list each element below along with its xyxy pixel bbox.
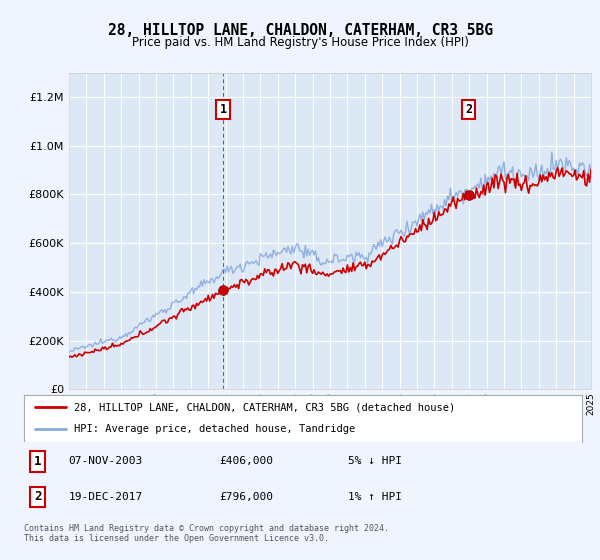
- Text: 28, HILLTOP LANE, CHALDON, CATERHAM, CR3 5BG (detached house): 28, HILLTOP LANE, CHALDON, CATERHAM, CR3…: [74, 402, 455, 412]
- Text: HPI: Average price, detached house, Tandridge: HPI: Average price, detached house, Tand…: [74, 424, 355, 434]
- Text: 1: 1: [34, 455, 42, 468]
- Text: 07-NOV-2003: 07-NOV-2003: [68, 456, 143, 466]
- Text: 1% ↑ HPI: 1% ↑ HPI: [347, 492, 401, 502]
- Text: 28, HILLTOP LANE, CHALDON, CATERHAM, CR3 5BG: 28, HILLTOP LANE, CHALDON, CATERHAM, CR3…: [107, 24, 493, 38]
- Text: 1: 1: [220, 103, 227, 116]
- Text: Price paid vs. HM Land Registry's House Price Index (HPI): Price paid vs. HM Land Registry's House …: [131, 36, 469, 49]
- Text: Contains HM Land Registry data © Crown copyright and database right 2024.
This d: Contains HM Land Registry data © Crown c…: [24, 524, 389, 543]
- Text: 2: 2: [34, 491, 42, 503]
- Text: 5% ↓ HPI: 5% ↓ HPI: [347, 456, 401, 466]
- Text: 2: 2: [465, 103, 472, 116]
- Text: 19-DEC-2017: 19-DEC-2017: [68, 492, 143, 502]
- Text: £406,000: £406,000: [220, 456, 273, 466]
- Text: £796,000: £796,000: [220, 492, 273, 502]
